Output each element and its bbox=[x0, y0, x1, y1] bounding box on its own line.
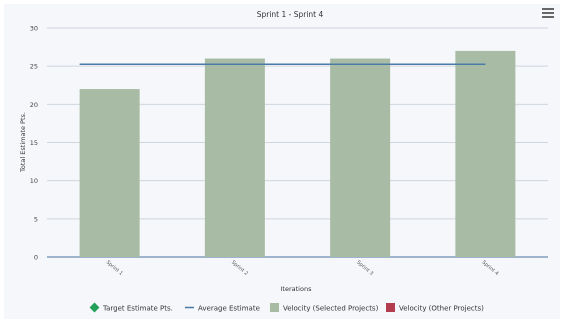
legend-label: Velocity (Selected Projects) bbox=[283, 305, 379, 313]
y-tick-label: 0 bbox=[34, 254, 38, 262]
chart-title: Sprint 1 - Sprint 4 bbox=[257, 10, 324, 19]
bar-sprint-3[interactable] bbox=[330, 58, 391, 258]
x-tick-label: Sprint 3 bbox=[355, 260, 374, 277]
hamburger-menu-icon[interactable] bbox=[542, 8, 554, 18]
y-tick-labels: 0 5 10 15 20 25 30 bbox=[30, 25, 38, 262]
legend-label: Velocity (Other Projects) bbox=[399, 305, 484, 313]
y-tick-label: 5 bbox=[34, 215, 38, 223]
x-tick-label: Sprint 1 bbox=[105, 260, 124, 277]
legend-label: Average Estimate bbox=[198, 305, 260, 313]
y-tick-label: 20 bbox=[30, 101, 38, 109]
y-tick-label: 10 bbox=[30, 177, 38, 185]
x-axis-label: Iterations bbox=[281, 285, 313, 293]
legend-symbol bbox=[270, 303, 279, 312]
x-tick-labels: Sprint 1 Sprint 2 Sprint 3 Sprint 4 bbox=[105, 260, 500, 277]
bar-sprint-2[interactable] bbox=[204, 58, 265, 258]
bar-sprint-1[interactable] bbox=[79, 89, 140, 257]
legend-label: Target Estimate Pts. bbox=[102, 305, 173, 313]
bar-sprint-4[interactable] bbox=[455, 50, 516, 258]
x-tick-label: Sprint 4 bbox=[481, 260, 500, 277]
legend-symbol bbox=[89, 302, 100, 313]
legend-item[interactable]: Velocity (Other Projects) bbox=[386, 303, 484, 313]
y-axis-label: Total Estimate Pts. bbox=[19, 112, 27, 173]
legend-symbol bbox=[386, 303, 395, 312]
y-tick-label: 30 bbox=[30, 25, 38, 33]
y-tick-label: 25 bbox=[30, 63, 38, 71]
legend: Target Estimate Pts. Average Estimate Velo… bbox=[89, 302, 484, 313]
bars bbox=[79, 50, 516, 258]
legend-item[interactable]: Target Estimate Pts. bbox=[89, 302, 173, 313]
legend-item[interactable]: Velocity (Selected Projects) bbox=[270, 303, 379, 313]
x-tick-label: Sprint 2 bbox=[230, 260, 249, 277]
legend-item[interactable]: Average Estimate bbox=[185, 305, 260, 313]
y-tick-label: 15 bbox=[30, 139, 38, 147]
